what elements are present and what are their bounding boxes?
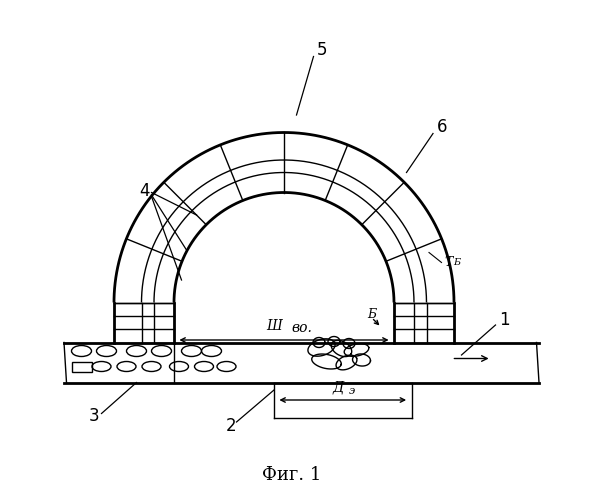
Text: 6: 6 — [437, 118, 448, 136]
Text: 1: 1 — [499, 311, 510, 329]
Text: 3: 3 — [89, 407, 99, 425]
Text: 5: 5 — [316, 41, 327, 59]
Text: 4: 4 — [139, 182, 150, 200]
Text: Т: Т — [444, 256, 452, 269]
Text: 2: 2 — [226, 417, 237, 435]
Text: э: э — [349, 386, 355, 396]
Bar — [72, 362, 92, 372]
Text: Б: Б — [367, 308, 376, 322]
Text: Д: Д — [332, 380, 343, 394]
Text: Б: Б — [453, 258, 460, 267]
Text: Ш: Ш — [266, 320, 282, 334]
Text: во.: во. — [291, 321, 312, 335]
Text: Фиг. 1: Фиг. 1 — [262, 466, 321, 484]
